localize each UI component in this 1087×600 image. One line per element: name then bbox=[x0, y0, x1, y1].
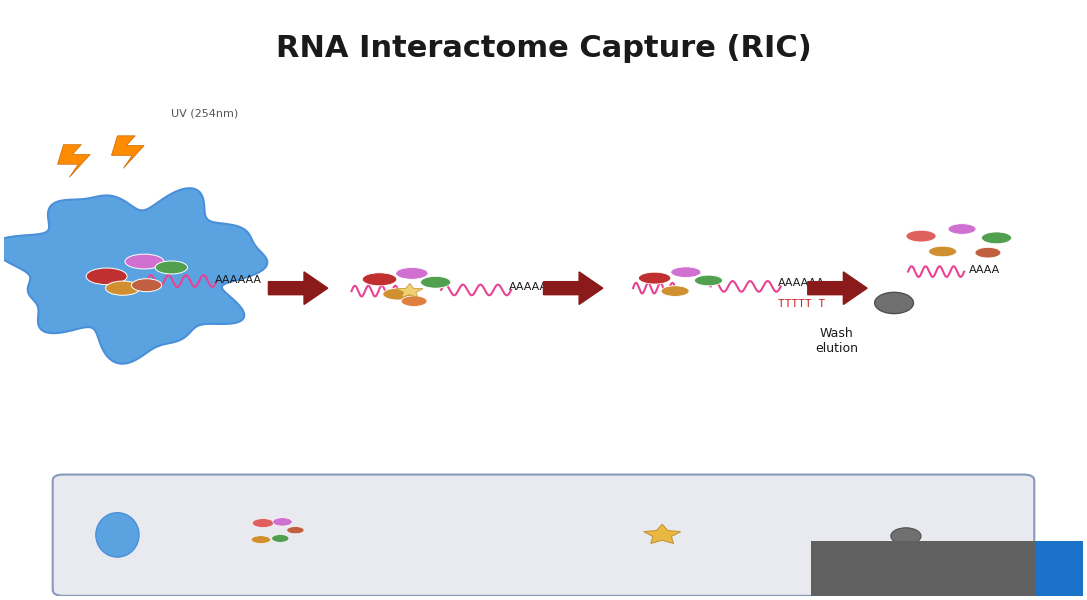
Circle shape bbox=[891, 528, 921, 544]
Ellipse shape bbox=[132, 278, 162, 292]
Text: RNA binding proteins
(RBP): RNA binding proteins (RBP) bbox=[312, 521, 443, 549]
FancyBboxPatch shape bbox=[52, 475, 1035, 596]
Text: AAAA: AAAA bbox=[969, 265, 1000, 275]
Polygon shape bbox=[644, 524, 680, 544]
Ellipse shape bbox=[661, 286, 689, 296]
Text: AAAAAA: AAAAAA bbox=[777, 278, 825, 289]
FancyArrow shape bbox=[544, 272, 603, 304]
FancyBboxPatch shape bbox=[811, 541, 1086, 597]
Ellipse shape bbox=[362, 273, 397, 286]
Polygon shape bbox=[58, 145, 90, 177]
Text: bio: bio bbox=[1049, 564, 1071, 577]
Text: UV (254nm): UV (254nm) bbox=[172, 109, 239, 119]
Ellipse shape bbox=[287, 527, 304, 534]
Ellipse shape bbox=[401, 296, 427, 307]
Ellipse shape bbox=[155, 261, 188, 274]
FancyBboxPatch shape bbox=[1036, 541, 1086, 597]
Text: 1. UV light: 1. UV light bbox=[85, 507, 183, 525]
Circle shape bbox=[875, 292, 913, 314]
Text: 4. RNA and RBP
analysis: 4. RNA and RBP analysis bbox=[879, 497, 1027, 535]
FancyArrow shape bbox=[808, 272, 867, 304]
Text: TTTTT T: TTTTT T bbox=[777, 299, 825, 309]
Ellipse shape bbox=[86, 268, 127, 284]
Text: 3. RNA fishing: 3. RNA fishing bbox=[623, 507, 755, 525]
Ellipse shape bbox=[975, 247, 1001, 258]
FancyArrow shape bbox=[268, 272, 328, 304]
Text: Cell: Cell bbox=[150, 529, 173, 541]
Ellipse shape bbox=[421, 277, 451, 288]
Polygon shape bbox=[0, 188, 267, 364]
Text: Covalent bound: Covalent bound bbox=[686, 529, 785, 541]
Ellipse shape bbox=[695, 275, 723, 286]
Text: Oligo(dT) with
magnetic bead: Oligo(dT) with magnetic bead bbox=[927, 521, 1022, 549]
Ellipse shape bbox=[948, 224, 976, 235]
Ellipse shape bbox=[638, 272, 671, 284]
Text: 2. Cell lysis
+
Oligo(dT): 2. Cell lysis + Oligo(dT) bbox=[383, 486, 489, 546]
Text: RNA Interactome Capture (RIC): RNA Interactome Capture (RIC) bbox=[276, 34, 811, 63]
Ellipse shape bbox=[272, 535, 289, 542]
Text: Created in: Created in bbox=[826, 565, 888, 575]
Ellipse shape bbox=[982, 232, 1012, 244]
Ellipse shape bbox=[383, 288, 413, 300]
Ellipse shape bbox=[396, 268, 428, 279]
Ellipse shape bbox=[928, 246, 957, 257]
Text: AAAA RNA: AAAA RNA bbox=[529, 529, 596, 541]
Text: AAAAAA: AAAAAA bbox=[214, 275, 262, 286]
Ellipse shape bbox=[125, 254, 164, 269]
Text: AAAAAA: AAAAAA bbox=[509, 282, 555, 292]
Polygon shape bbox=[112, 136, 145, 169]
Ellipse shape bbox=[671, 267, 701, 278]
Text: Wash
elution: Wash elution bbox=[815, 328, 859, 355]
Ellipse shape bbox=[252, 518, 274, 527]
Ellipse shape bbox=[96, 513, 139, 557]
Ellipse shape bbox=[251, 536, 271, 544]
Text: BioRender.com: BioRender.com bbox=[897, 564, 996, 577]
Ellipse shape bbox=[905, 230, 936, 242]
Ellipse shape bbox=[105, 281, 140, 295]
Polygon shape bbox=[397, 283, 423, 298]
Text: TTTTT T: TTTTT T bbox=[824, 529, 876, 541]
Ellipse shape bbox=[273, 518, 292, 526]
